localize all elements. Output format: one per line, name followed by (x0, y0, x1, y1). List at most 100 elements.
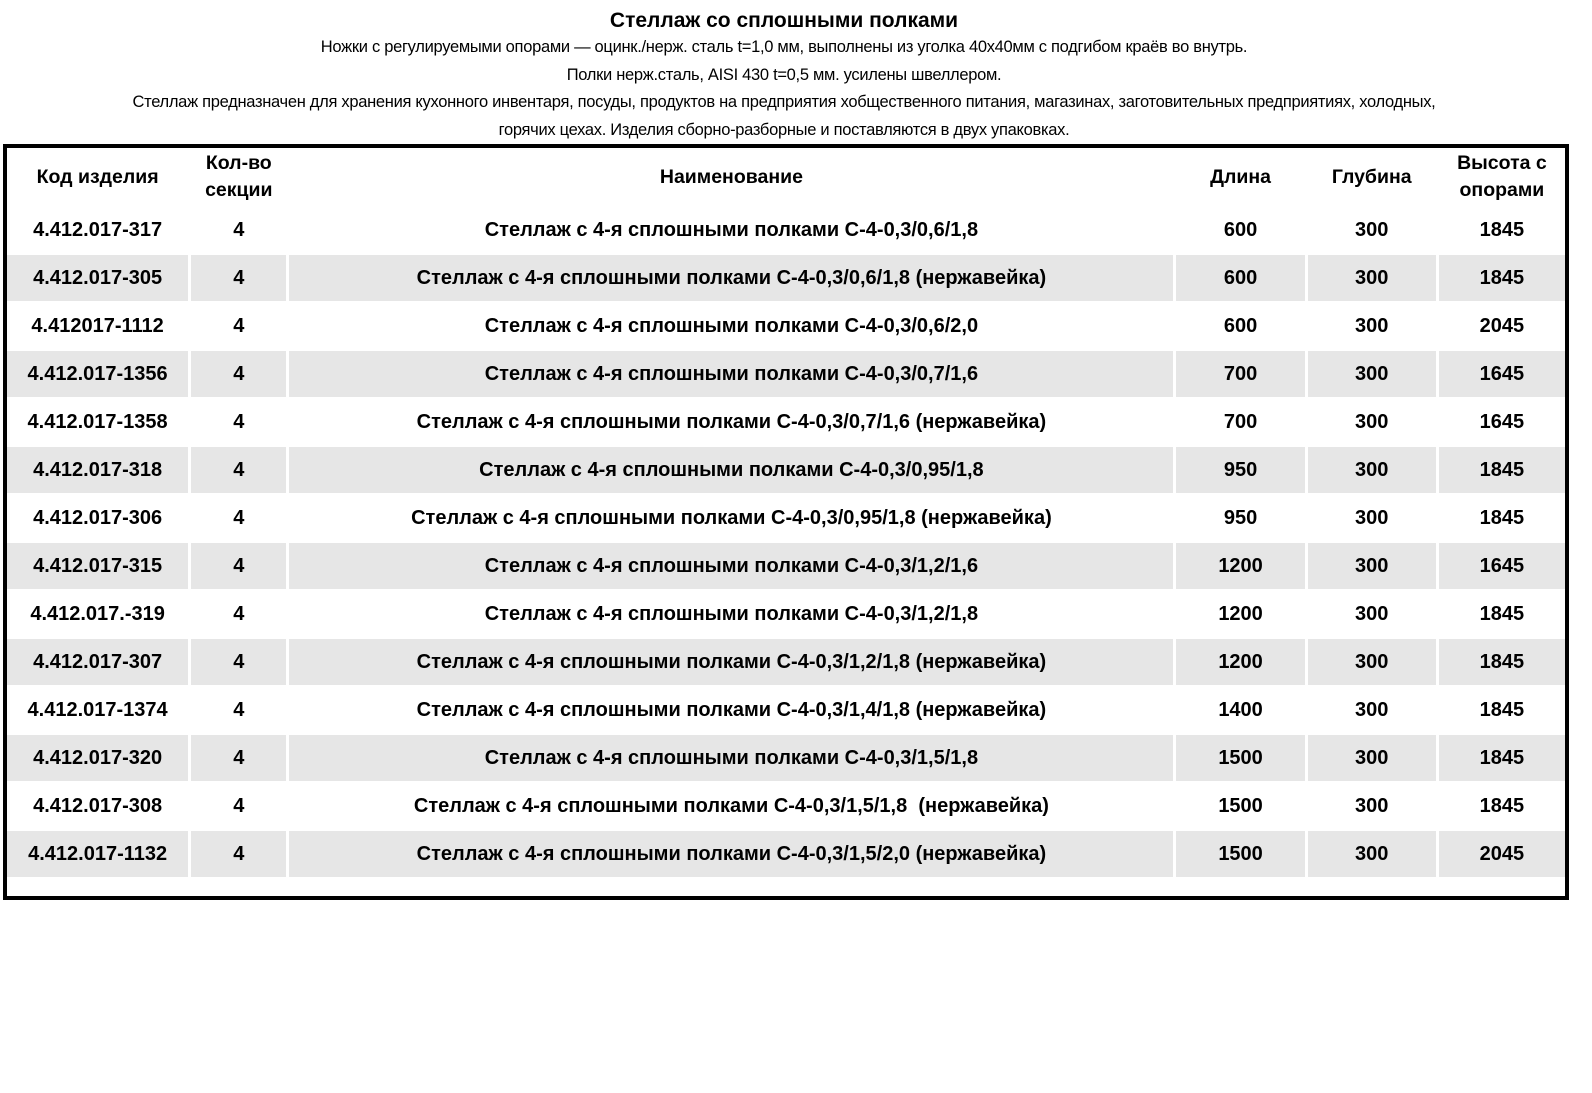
cell-code: 4.412.017-305 (7, 254, 189, 302)
table-row: 4.412.017-308 4 Стеллаж с 4-я сплошными по… (7, 782, 1565, 830)
cell-code: 4.412.017-307 (7, 638, 189, 686)
table-header-row: Код изделия Кол-во секции Наименование Д… (7, 148, 1565, 206)
header-depth: Глубина (1331, 165, 1412, 188)
cell-length: 600 (1176, 302, 1305, 350)
cell-length: 950 (1176, 494, 1305, 542)
cell-name: Стеллаж с 4-я сплошными полками С-4-0,3/… (289, 542, 1174, 590)
cell-name: Стеллаж с 4-я сплошными полками С-4-0,3/… (289, 302, 1174, 350)
cell-length: 1500 (1176, 782, 1305, 830)
cell-name: Стеллаж с 4-я сплошными полками С-4-0,3/… (289, 734, 1174, 782)
table-row: 4.412017-1112 4 Стеллаж с 4-я сплошными по… (7, 302, 1565, 350)
cell-height: 2045 (1438, 830, 1565, 878)
cell-name: Стеллаж с 4-я сплошными полками С-4-0,3/… (289, 206, 1174, 254)
cell-length: 950 (1176, 446, 1305, 494)
cell-name: Стеллаж с 4-я сплошными полками С-4-0,3/… (289, 254, 1174, 302)
cell-code: 4.412.017-1374 (7, 686, 189, 734)
cell-sections: 4 (191, 590, 287, 638)
cell-depth: 300 (1307, 590, 1436, 638)
table-row: 4.412.017-317 4 Стеллаж с 4-я сплошными по… (7, 206, 1565, 254)
cell-length: 1200 (1176, 638, 1305, 686)
cell-sections: 4 (191, 542, 287, 590)
cell-depth: 300 (1307, 254, 1436, 302)
cell-height: 1845 (1438, 206, 1565, 254)
cell-code: 4.412.017.-319 (7, 590, 189, 638)
cell-depth: 300 (1307, 542, 1436, 590)
cell-code: 4.412.017-1356 (7, 350, 189, 398)
cell-depth: 300 (1307, 494, 1436, 542)
table-row: 4.412.017-1132 4 Стеллаж с 4-я сплошными п… (7, 830, 1565, 878)
cell-depth: 300 (1307, 206, 1436, 254)
cell-sections: 4 (191, 686, 287, 734)
cell-height: 1845 (1438, 446, 1565, 494)
cell-sections: 4 (191, 734, 287, 782)
table-row: 4.412.017-320 4 Стеллаж с 4-я сплошными по… (7, 734, 1565, 782)
cell-depth: 300 (1307, 686, 1436, 734)
cell-depth: 300 (1307, 782, 1436, 830)
cell-code: 4.412.017-317 (7, 206, 189, 254)
table-row: 4.412.017-315 4 Стеллаж с 4-я сплошными по… (7, 542, 1565, 590)
header-sections: Кол-во секции (205, 152, 273, 201)
cell-height: 1845 (1438, 686, 1565, 734)
cell-name: Стеллаж с 4-я сплошными полками С-4-0,3/… (289, 350, 1174, 398)
cell-sections: 4 (191, 350, 287, 398)
cell-code: 4.412.017-306 (7, 494, 189, 542)
cell-length: 1200 (1176, 542, 1305, 590)
cell-depth: 300 (1307, 734, 1436, 782)
description-line: горячих цехах. Изделия сборно-разборные … (498, 120, 1070, 139)
cell-code: 4.412.017-308 (7, 782, 189, 830)
cell-code: 4.412017-1112 (7, 302, 189, 350)
cell-name: Стеллаж с 4-я сплошными полками С-4-0,3/… (289, 638, 1174, 686)
cell-sections: 4 (191, 494, 287, 542)
cell-name: Стеллаж с 4-я сплошными полками С-4-0,3/… (289, 446, 1174, 494)
cell-name: Стеллаж с 4-я сплошными полками С-4-0,3/… (289, 398, 1174, 446)
header-name: Наименование (659, 165, 803, 188)
cell-code: 4.412.017-1132 (7, 830, 189, 878)
cell-length: 1200 (1176, 590, 1305, 638)
product-table: Код изделия Кол-во секции Наименование Д… (3, 144, 1569, 900)
cell-depth: 300 (1307, 350, 1436, 398)
table-row: 4.412.017-1356 4 Стеллаж с 4-я сплошными п… (7, 350, 1565, 398)
table-row: 4.412.017-1358 4 Стеллаж с 4-я сплошными п… (7, 398, 1565, 446)
cell-height: 1845 (1438, 782, 1565, 830)
cell-height: 1645 (1438, 350, 1565, 398)
cell-height: 1645 (1438, 398, 1565, 446)
cell-sections: 4 (191, 782, 287, 830)
cell-height: 1845 (1438, 494, 1565, 542)
header-code: Код изделия (36, 165, 159, 188)
cell-sections: 4 (191, 254, 287, 302)
cell-name: Стеллаж с 4-я сплошными полками С-4-0,3/… (289, 590, 1174, 638)
table-row: 4.412.017-306 4 Стеллаж с 4-я сплошными по… (7, 494, 1565, 542)
cell-height: 1845 (1438, 590, 1565, 638)
cell-code: 4.412.017-318 (7, 446, 189, 494)
cell-sections: 4 (191, 398, 287, 446)
table-row: 4.412.017-1374 4 Стеллаж с 4-я сплошными п… (7, 686, 1565, 734)
table-row: 4.412.017-305 4 Стеллаж с 4-я сплошными по… (7, 254, 1565, 302)
description-line: Стеллаж предназначен для хранения кухонн… (132, 93, 1436, 111)
cell-height: 1645 (1438, 542, 1565, 590)
cell-depth: 300 (1307, 302, 1436, 350)
table-row: 4.412.017.-319 4 Стеллаж с 4-я сплошными п… (7, 590, 1565, 638)
cell-depth: 300 (1307, 830, 1436, 878)
cell-depth: 300 (1307, 446, 1436, 494)
header-length: Длина (1210, 165, 1271, 188)
cell-depth: 300 (1307, 398, 1436, 446)
cell-depth: 300 (1307, 638, 1436, 686)
intro: Стеллаж со сплошными полками Ножки с рег… (0, 0, 1568, 144)
cell-height: 1845 (1438, 734, 1565, 782)
cell-length: 600 (1176, 206, 1305, 254)
cell-code: 4.412.017-315 (7, 542, 189, 590)
cell-length: 1500 (1176, 830, 1305, 878)
cell-name: Стеллаж с 4-я сплошными полками С-4-0,3/… (289, 686, 1174, 734)
description-line: Полки нерж.сталь, AISI 430 t=0,5 мм. уси… (566, 65, 1002, 84)
table-row: 4.412.017-307 4 Стеллаж с 4-я сплошными по… (7, 638, 1565, 686)
header-height: Высота с опорами (1457, 152, 1547, 201)
cell-sections: 4 (191, 638, 287, 686)
document-title: Стеллаж со сплошными полками (609, 9, 959, 32)
cell-height: 1845 (1438, 638, 1565, 686)
cell-length: 1400 (1176, 686, 1305, 734)
cell-sections: 4 (191, 446, 287, 494)
cell-length: 1500 (1176, 734, 1305, 782)
cell-height: 2045 (1438, 302, 1565, 350)
cell-sections: 4 (191, 830, 287, 878)
cell-sections: 4 (191, 206, 287, 254)
